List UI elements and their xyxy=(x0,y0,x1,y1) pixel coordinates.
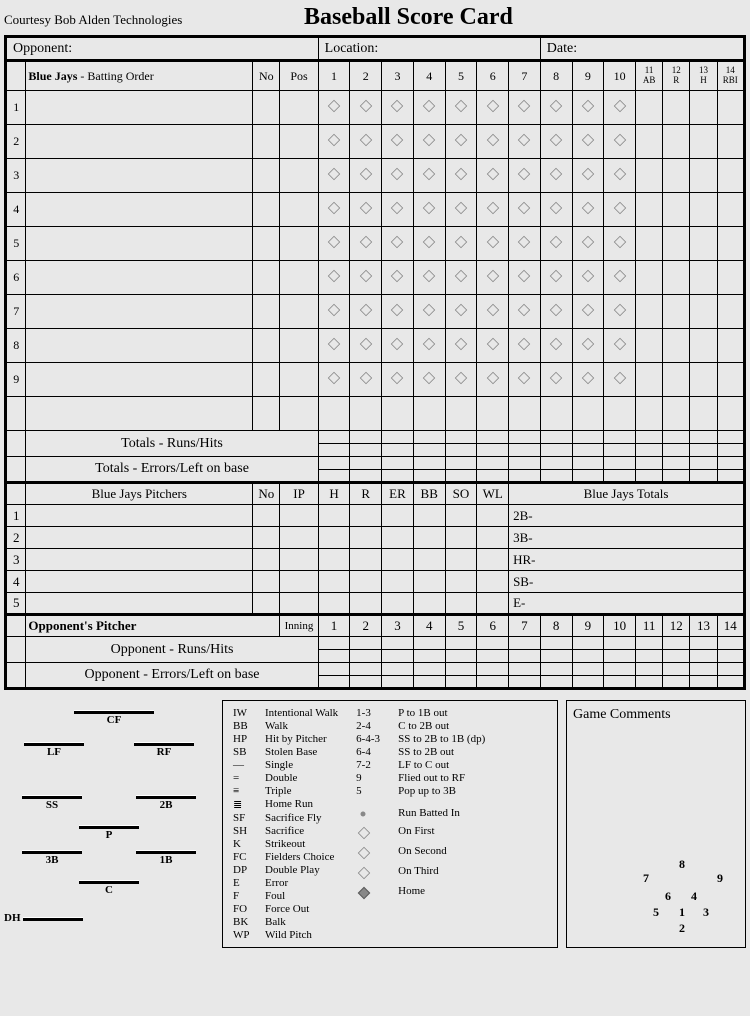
col-stat-R: 12R xyxy=(663,61,690,91)
comments-label: Game Comments xyxy=(573,707,739,723)
col-inning-5: 5 xyxy=(445,61,477,91)
comments-box: Game Comments 8 7 9 6 4 5 1 3 2 xyxy=(566,700,746,948)
team-header: Blue Jays - Batting Order xyxy=(26,61,253,91)
legend-base: On First xyxy=(356,825,485,844)
col-inning-4: 4 xyxy=(413,61,445,91)
col-stat-H: 13H xyxy=(690,61,717,91)
legend-item: FCFielders Choice xyxy=(233,851,338,863)
mini-field: 8 7 9 6 4 5 1 3 2 xyxy=(635,857,735,937)
legend-item: 9Flied out to RF xyxy=(356,772,485,784)
batter-row: 9 xyxy=(6,363,745,397)
field-pos-2B: 2B xyxy=(136,795,196,811)
field-pos-C: C xyxy=(79,880,139,896)
col-inning-8: 8 xyxy=(540,61,572,91)
page-title: Baseball Score Card xyxy=(304,4,746,31)
batter-row: 2 xyxy=(6,125,745,159)
batter-row: 6 xyxy=(6,261,745,295)
col-pos: Pos xyxy=(280,61,318,91)
col-no: No xyxy=(253,61,280,91)
legend-item: BKBalk xyxy=(233,916,338,928)
legend-item: SHSacrifice xyxy=(233,825,338,837)
legend-item: 6-4SS to 2B out xyxy=(356,746,485,758)
field-pos-3B: 3B xyxy=(22,850,82,866)
blank-corner xyxy=(6,61,26,91)
col-stat-RBI: 14RBI xyxy=(717,61,744,91)
date-label: Date: xyxy=(540,37,744,61)
batter-row: 7 xyxy=(6,295,745,329)
legend-item: EError xyxy=(233,877,338,889)
field-pos-LF: LF xyxy=(24,742,84,758)
totals-runs_hits: Totals - Runs/Hits xyxy=(26,431,318,457)
legend-item: HPHit by Pitcher xyxy=(233,733,338,745)
field-diagram: CF LF RF SS 2B P 3B 1B C DH xyxy=(4,700,214,930)
legend-item: 5Pop up to 3B xyxy=(356,785,485,797)
batter-row: 5 xyxy=(6,227,745,261)
legend-item: FFoul xyxy=(233,890,338,902)
legend-item: ≡Triple xyxy=(233,785,338,797)
col-inning-10: 10 xyxy=(604,61,636,91)
legend-item: BBWalk xyxy=(233,720,338,732)
col-inning-6: 6 xyxy=(477,61,509,91)
legend-item: FOForce Out xyxy=(233,903,338,915)
courtesy-text: Courtesy Bob Alden Technologies xyxy=(4,12,304,28)
field-pos-RF: RF xyxy=(134,742,194,758)
scorecard-table: Opponent: Location: Date: Blue Jays - Ba… xyxy=(4,35,746,690)
legend-base: On Third xyxy=(356,865,485,884)
totals-errors_lob: Totals - Errors/Left on base xyxy=(26,457,318,483)
col-inning-7: 7 xyxy=(509,61,541,91)
legend-base: Run Batted In xyxy=(356,807,485,824)
field-pos-1B: 1B xyxy=(136,850,196,866)
legend-item: SBStolen Base xyxy=(233,746,338,758)
field-pos-SS: SS xyxy=(22,795,82,811)
legend-box: IWIntentional WalkBBWalkHPHit by Pitcher… xyxy=(222,700,558,948)
legend-base: Home xyxy=(356,885,485,904)
legend-item: WPWild Pitch xyxy=(233,929,338,941)
legend-item: —Single xyxy=(233,759,338,771)
col-inning-9: 9 xyxy=(572,61,604,91)
field-pos-CF: CF xyxy=(74,710,154,726)
legend-item: 2-4C to 2B out xyxy=(356,720,485,732)
legend-item: KStrikeout xyxy=(233,838,338,850)
legend-item: =Double xyxy=(233,772,338,784)
location-label: Location: xyxy=(318,37,540,61)
legend-item: 7-2LF to C out xyxy=(356,759,485,771)
field-pos-P: P xyxy=(79,825,139,841)
col-inning-2: 2 xyxy=(350,61,382,91)
legend-base: On Second xyxy=(356,845,485,864)
field-pos-DH: DH xyxy=(4,912,83,924)
batter-row: 3 xyxy=(6,159,745,193)
batter-row: 8 xyxy=(6,329,745,363)
col-inning-1: 1 xyxy=(318,61,350,91)
batter-row: 4 xyxy=(6,193,745,227)
col-stat-AB: 11AB xyxy=(636,61,663,91)
legend-item: 1-3P to 1B out xyxy=(356,707,485,719)
batter-row: 1 xyxy=(6,91,745,125)
legend-item: DPDouble Play xyxy=(233,864,338,876)
legend-item: 6-4-3SS to 2B to 1B (dp) xyxy=(356,733,485,745)
legend-item: SFSacrifice Fly xyxy=(233,812,338,824)
legend-item: IWIntentional Walk xyxy=(233,707,338,719)
opponent-label: Opponent: xyxy=(6,37,319,61)
col-inning-3: 3 xyxy=(382,61,414,91)
legend-item: ≣Home Run xyxy=(233,798,338,811)
